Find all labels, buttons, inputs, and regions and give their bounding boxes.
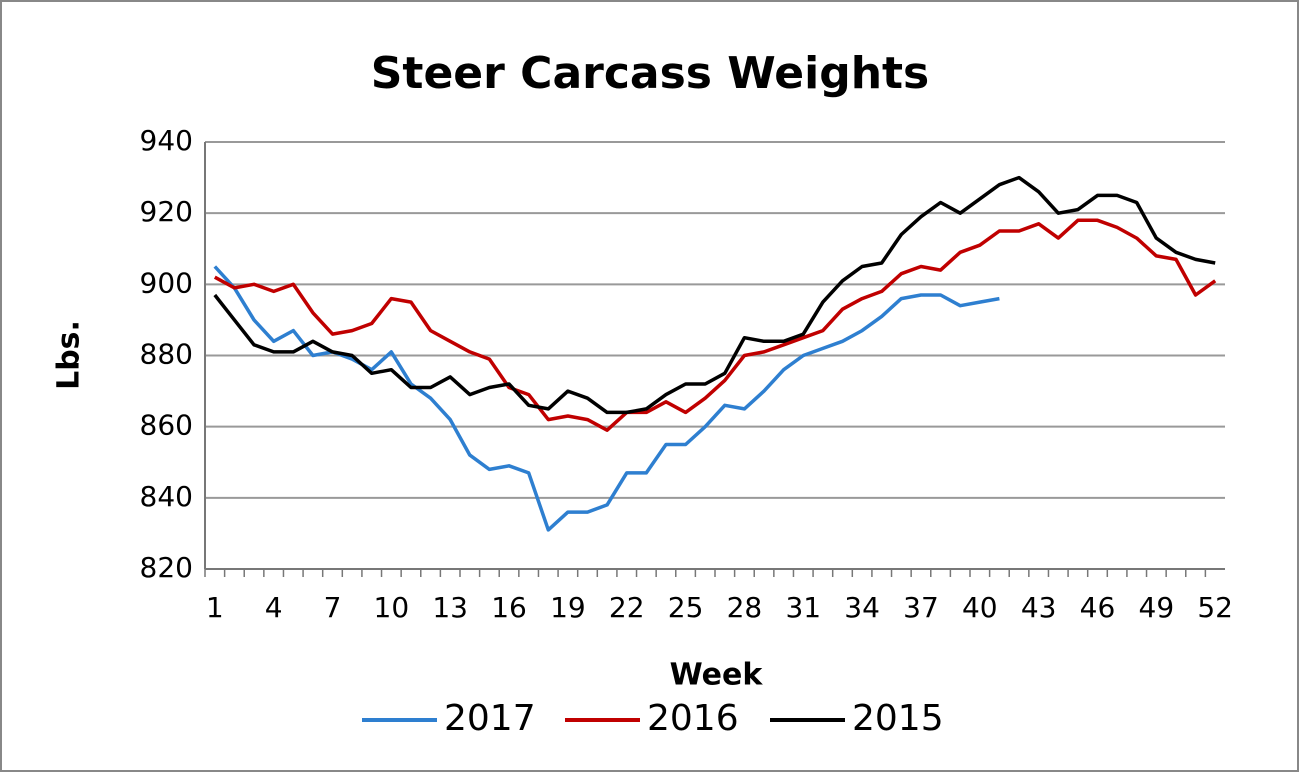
x-tick-label: 1 xyxy=(206,591,224,624)
x-tick-label: 22 xyxy=(609,591,645,624)
y-tick-label: 880 xyxy=(140,338,193,371)
x-tick-label: 7 xyxy=(324,591,342,624)
x-tick-label: 34 xyxy=(844,591,880,624)
series-line xyxy=(213,175,1216,415)
x-tick-label: 43 xyxy=(1021,591,1057,624)
x-tick-label: 19 xyxy=(550,591,586,624)
x-tick-label: 52 xyxy=(1197,591,1233,624)
x-axis-label: Week xyxy=(670,658,764,693)
y-tick-label: 940 xyxy=(140,124,193,157)
x-tick-label: 10 xyxy=(374,591,410,624)
x-tick-label: 13 xyxy=(432,591,468,624)
x-tick-label: 49 xyxy=(1139,591,1175,624)
x-tick-label: 37 xyxy=(903,591,939,624)
x-tick-label: 40 xyxy=(962,591,998,624)
legend-label: 2017 xyxy=(444,698,536,739)
x-tick-label: 31 xyxy=(785,591,821,624)
y-tick-label: 900 xyxy=(140,266,193,299)
x-tick-label: 25 xyxy=(668,591,704,624)
y-tick-label: 820 xyxy=(140,551,193,584)
series-line xyxy=(213,265,1000,532)
legend-label: 2016 xyxy=(647,698,739,739)
x-tick-label: 46 xyxy=(1080,591,1116,624)
y-tick-label: 840 xyxy=(140,480,193,513)
x-tick-label: 28 xyxy=(727,591,763,624)
series-line xyxy=(213,218,1217,432)
y-axis-label: Lbs. xyxy=(52,320,87,390)
y-tick-label: 860 xyxy=(140,409,193,442)
chart-title: Steer Carcass Weights xyxy=(371,48,930,99)
legend-label: 2015 xyxy=(852,698,944,739)
x-tick-label: 16 xyxy=(491,591,527,624)
x-tick-label: 4 xyxy=(265,591,283,624)
y-tick-label: 920 xyxy=(140,195,193,228)
